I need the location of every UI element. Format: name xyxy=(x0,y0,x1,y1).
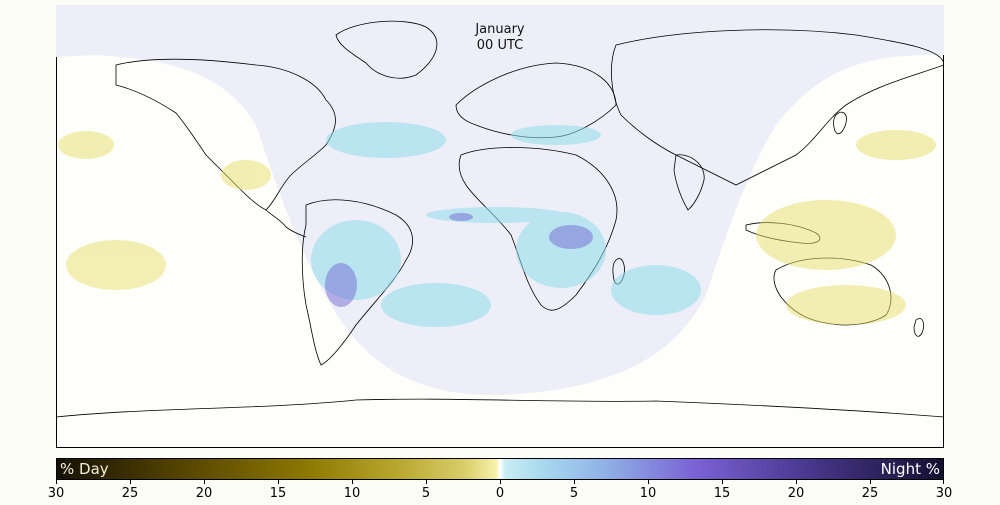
colorbar-tick-label: 30 xyxy=(935,486,953,501)
colorbar-tick-label: 20 xyxy=(195,486,213,501)
precip-east-pacific-north xyxy=(58,131,114,159)
day-precipitation xyxy=(58,130,936,325)
colorbar-tick xyxy=(870,480,871,484)
colorbar-day-label: % Day xyxy=(60,460,109,478)
north-america-outline xyxy=(115,58,336,211)
precip-atlantic-north xyxy=(326,122,446,158)
precip-south-atlantic xyxy=(381,283,491,327)
map-title-time: 00 UTC xyxy=(476,38,524,53)
colorbar-tick-label: 10 xyxy=(639,486,657,501)
precip-strong-atlantic xyxy=(449,213,473,221)
precip-itcz-atlantic xyxy=(426,207,566,223)
precip-central-africa xyxy=(516,212,606,288)
colorbar-tick xyxy=(574,480,575,484)
colorbar-tick-label: 20 xyxy=(787,486,805,501)
africa-outline xyxy=(458,147,618,311)
colorbar-tick-label: 25 xyxy=(861,486,879,501)
precip-west-pacific xyxy=(856,130,936,160)
central-america-outline xyxy=(265,209,307,238)
precip-strong-south-america xyxy=(325,263,357,307)
colorbar-tick-label: 30 xyxy=(47,486,65,501)
colorbar-tick-label: 15 xyxy=(269,486,287,501)
colorbar-tick xyxy=(204,480,205,484)
colorbar-tick xyxy=(796,480,797,484)
precip-maritime-continent xyxy=(756,200,896,270)
colorbar-tick xyxy=(278,480,279,484)
precip-east-pacific-south xyxy=(66,240,166,290)
map-title-month: January xyxy=(475,22,525,37)
colorbar-tick xyxy=(426,480,427,484)
colorbar-tick xyxy=(648,480,649,484)
precip-indian-ocean xyxy=(611,265,701,315)
precip-amazon xyxy=(311,220,401,300)
map-title: January 00 UTC xyxy=(440,22,560,54)
night-precipitation-strong xyxy=(325,213,593,307)
colorbar-tick-label: 15 xyxy=(713,486,731,501)
colorbar xyxy=(56,458,944,480)
japan-outline xyxy=(833,111,847,135)
night-precipitation xyxy=(311,122,701,327)
precip-strong-congo xyxy=(549,225,593,249)
colorbar-tick xyxy=(500,480,501,484)
colorbar-tick-label: 10 xyxy=(343,486,361,501)
colorbar-tick xyxy=(943,480,944,484)
antarctica-outline xyxy=(56,398,944,418)
colorbar-tick xyxy=(130,480,131,484)
precip-north-australia xyxy=(786,285,906,325)
world-map xyxy=(56,5,944,418)
asia-outline xyxy=(611,29,944,186)
greenland-outline xyxy=(335,20,438,79)
colorbar-tick-label: 5 xyxy=(569,486,579,501)
south-america-outline xyxy=(301,199,413,366)
colorbar-tick-label: 5 xyxy=(421,486,431,501)
colorbar-tick xyxy=(722,480,723,484)
precip-mediterranean xyxy=(511,125,601,145)
colorbar-tick xyxy=(56,480,57,484)
night-region xyxy=(56,5,944,396)
precip-mexico xyxy=(221,160,271,190)
colorbar-tick-label: 25 xyxy=(121,486,139,501)
new-zealand-outline xyxy=(913,318,924,337)
colorbar-tick xyxy=(352,480,353,484)
colorbar-night-label: Night % xyxy=(880,460,940,478)
colorbar-tick-label: 0 xyxy=(495,486,505,501)
europe-outline xyxy=(455,62,617,139)
india-outline xyxy=(673,154,705,211)
